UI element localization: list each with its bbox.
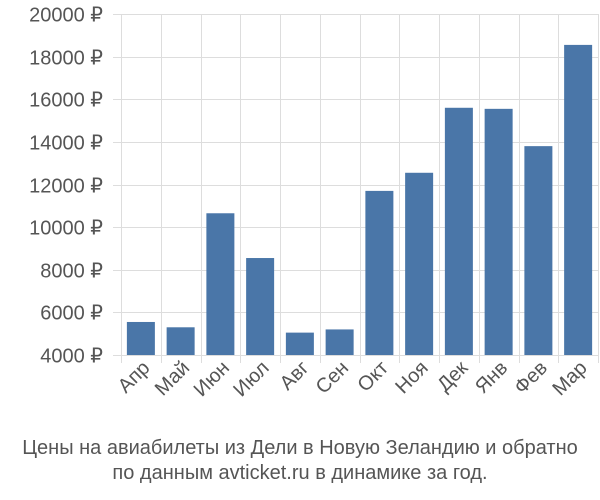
y-tick-label: 8000 ₽ <box>40 261 103 283</box>
x-tick-label: Июн <box>190 357 234 401</box>
y-tick-label: 12000 ₽ <box>29 176 103 198</box>
caption-line-1: Цены на авиабилеты из Дели в Новую Зелан… <box>22 437 578 459</box>
y-tick-label: 10000 ₽ <box>29 218 103 240</box>
y-tick-label: 6000 ₽ <box>40 303 103 325</box>
bar-Апр <box>126 321 155 355</box>
x-tick-label: Ноя <box>391 357 432 398</box>
bar-Дек <box>444 107 473 355</box>
x-tick-label: Мар <box>548 357 591 400</box>
bar-Мар <box>564 44 593 356</box>
caption-line-2: по данным avticket.ru в динамике за год. <box>112 462 488 484</box>
bar-Янв <box>484 108 513 355</box>
bar-Сен <box>325 329 354 355</box>
x-tick-label: Май <box>151 357 194 400</box>
bar-Июн <box>206 213 235 355</box>
y-axis-ticks: 4000 ₽ 6000 ₽ 8000 ₽ 10000 ₽ 12000 ₽ 14000 ₽ 1… <box>29 5 103 368</box>
bar-chart: 4000 ₽ 6000 ₽ 8000 ₽ 10000 ₽ 12000 ₽ 14000 ₽ 1… <box>29 5 599 401</box>
x-tick-label: Окт <box>354 357 393 396</box>
x-tick-label: Сен <box>312 357 353 398</box>
grid <box>113 14 599 363</box>
bar-Май <box>166 327 195 355</box>
y-tick-label: 18000 ₽ <box>29 48 103 70</box>
bars <box>126 44 593 356</box>
y-tick-label: 20000 ₽ <box>29 5 103 27</box>
bar-Фев <box>524 146 553 355</box>
x-tick-label: Янв <box>471 357 512 398</box>
bar-Авг <box>285 332 314 355</box>
x-tick-label: Фев <box>510 357 552 399</box>
bar-Окт <box>365 190 394 355</box>
y-tick-label: 4000 ₽ <box>40 346 103 368</box>
x-tick-label: Апр <box>114 357 155 398</box>
y-tick-label: 16000 ₽ <box>29 90 103 112</box>
x-tick-label: Авг <box>276 357 314 395</box>
bar-Ноя <box>405 172 434 355</box>
y-tick-label: 14000 ₽ <box>29 133 103 155</box>
x-tick-label: Июл <box>229 357 273 401</box>
bar-Июл <box>246 258 275 355</box>
